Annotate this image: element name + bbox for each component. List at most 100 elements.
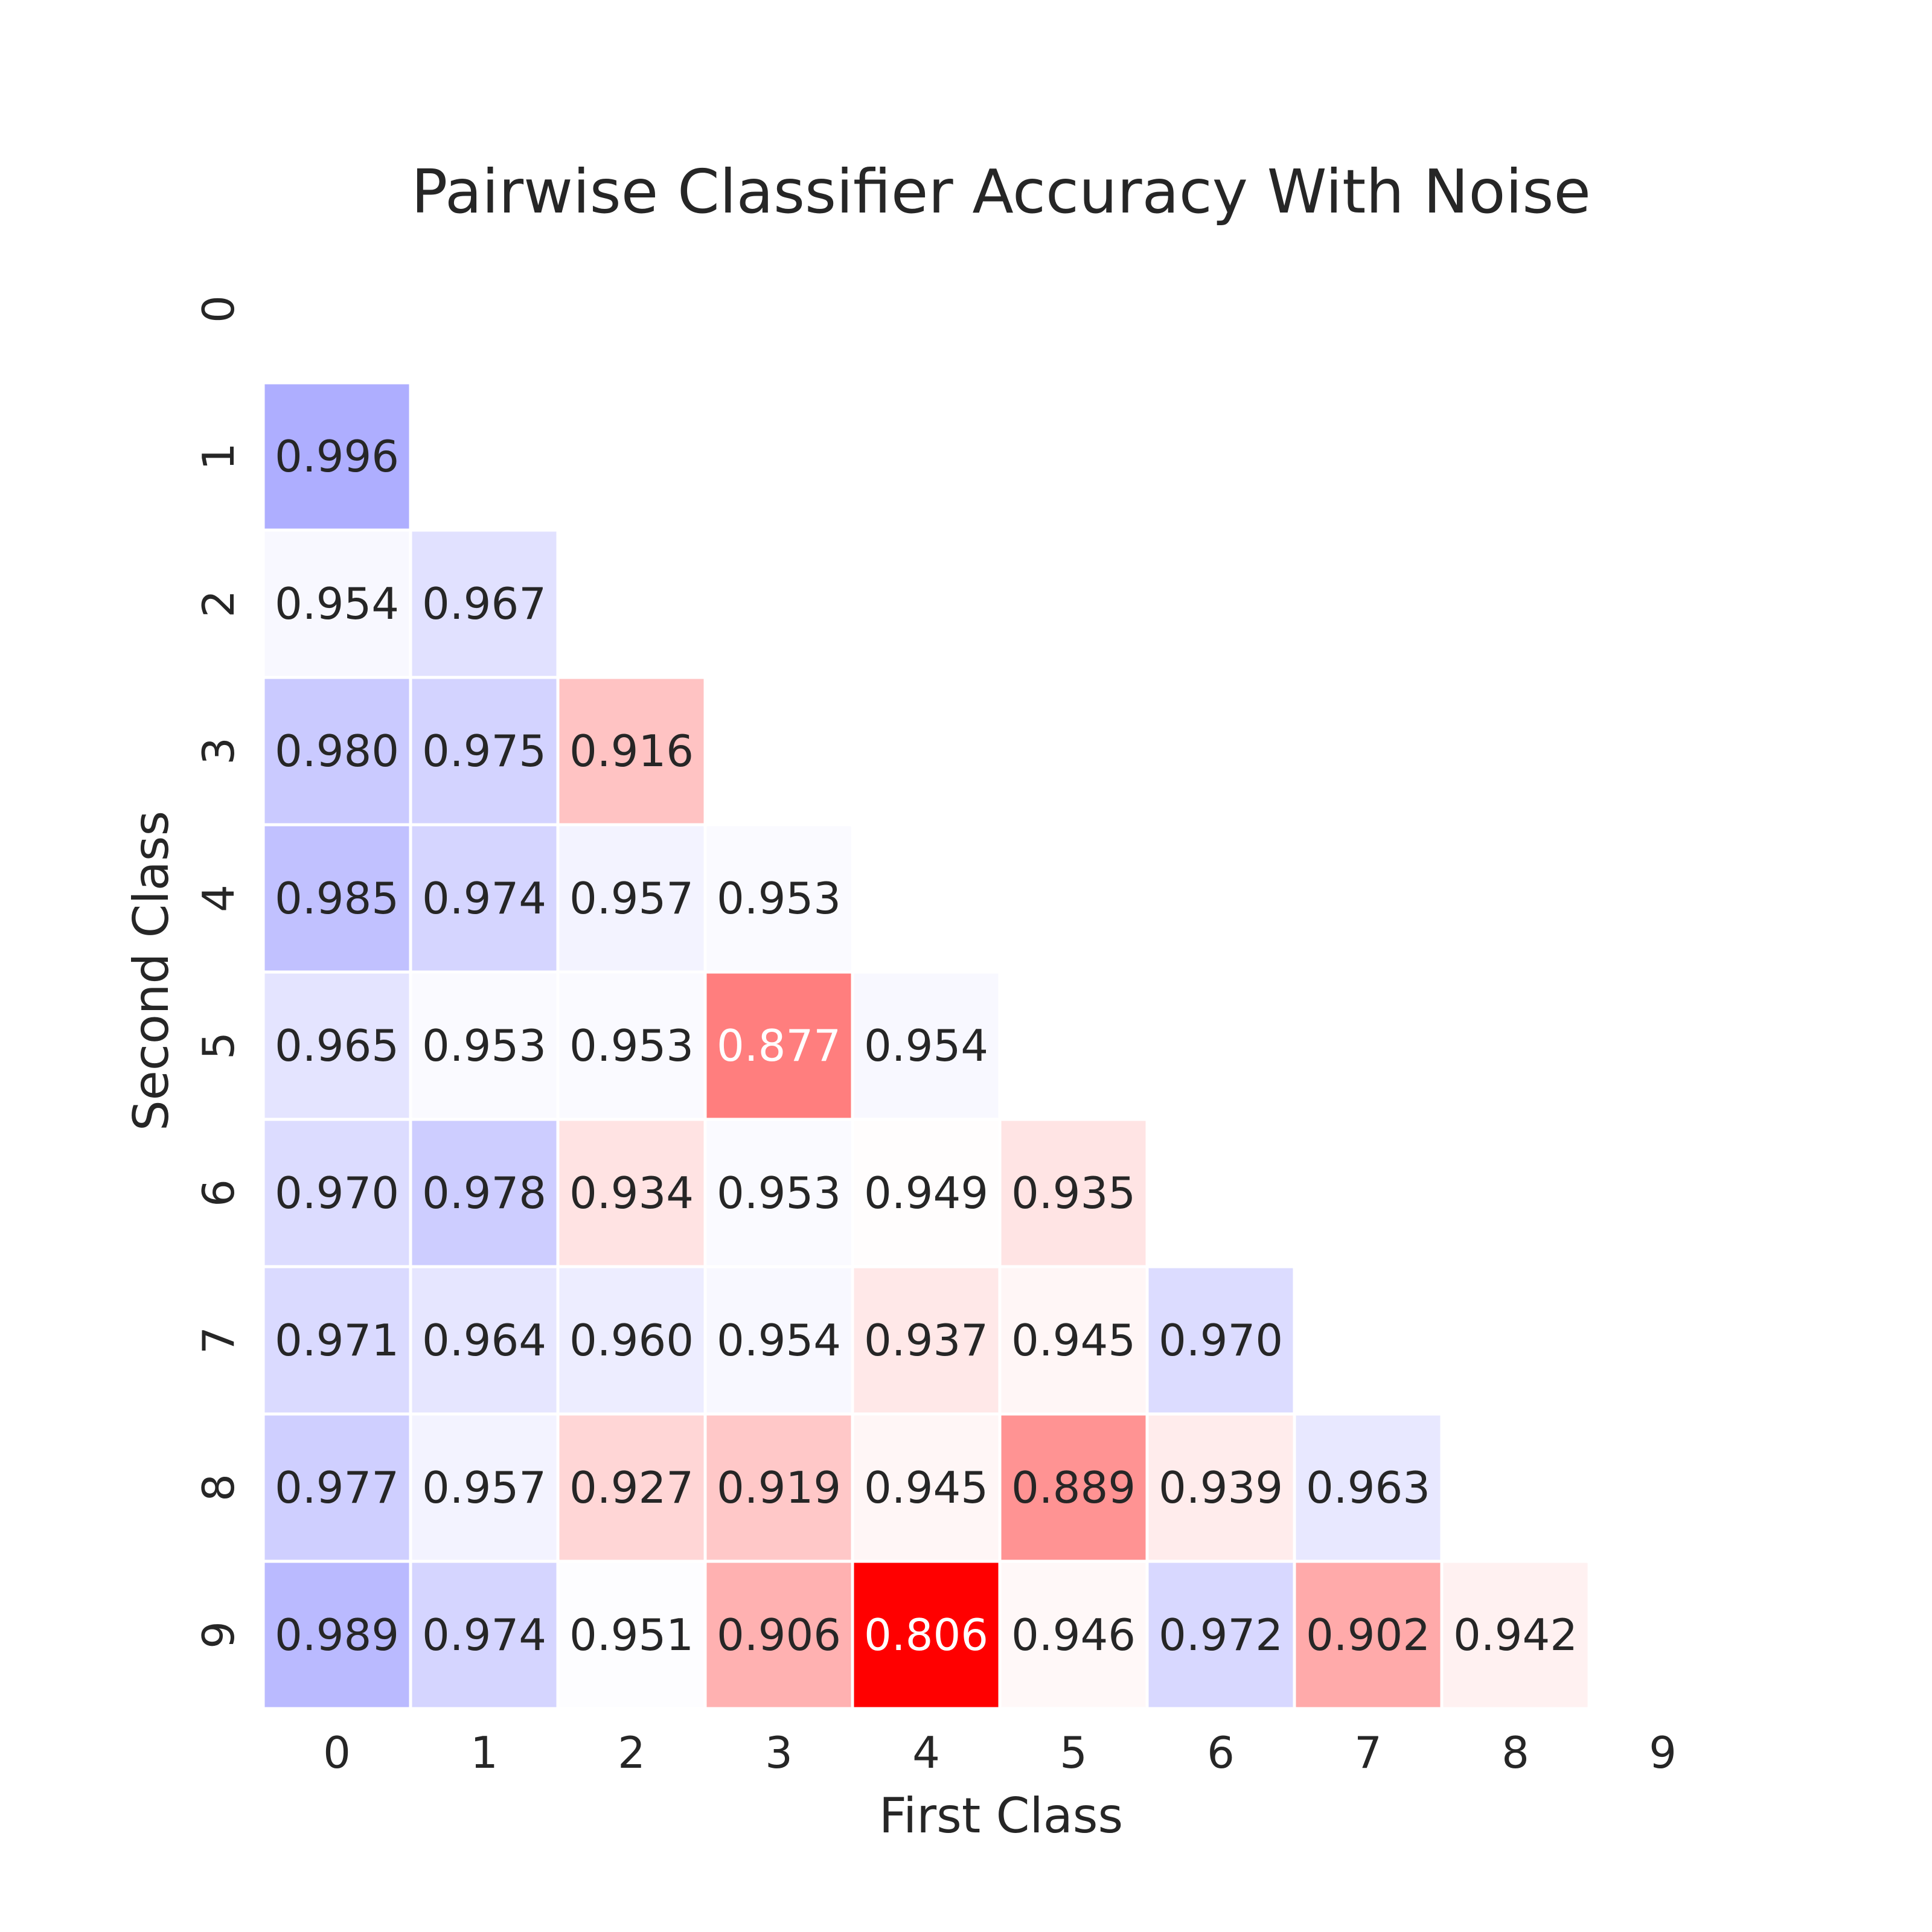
y-tick-label: 5 [193,1032,244,1060]
cell-value-label: 0.939 [1159,1462,1283,1513]
cell-value-label: 0.954 [864,1020,988,1071]
cell-value-label: 0.953 [569,1020,694,1071]
y-tick-label: 9 [193,1621,244,1649]
cell-value-label: 0.889 [1011,1462,1136,1513]
heatmap-cell-9-6 [1145,1559,1296,1710]
heatmap-cell-7-1 [409,1265,560,1416]
cell-value-label: 0.971 [275,1315,399,1366]
cell-value-label: 0.949 [864,1168,988,1218]
cell-value-label: 0.957 [422,1462,546,1513]
heatmap-cell-9-1 [409,1559,560,1710]
heatmap-cell-9-3 [703,1559,854,1710]
heatmap-cell-2-0 [261,528,412,679]
chart-title: Pairwise Classifier Accuracy With Noise [411,156,1591,227]
heatmap-cell-6-0 [261,1118,412,1268]
cell-value-label: 0.906 [717,1610,841,1660]
cell-value-label: 0.954 [717,1315,841,1366]
cell-value-label: 0.967 [422,578,546,629]
heatmap-cell-6-1 [409,1118,560,1268]
y-axis-ticks: 0 1 2 3 4 5 6 7 8 9 [193,295,244,1649]
x-tick-label: 4 [912,1727,940,1778]
cell-value-label: 0.972 [1159,1610,1283,1660]
x-tick-label: 2 [618,1727,645,1778]
y-tick-label: 7 [193,1326,244,1354]
heatmap-cell-5-1 [409,970,560,1121]
cell-value-label: 0.937 [864,1315,988,1366]
x-tick-label: 3 [765,1727,793,1778]
cell-value-label: 0.980 [275,726,399,776]
cell-value-label: 0.974 [422,873,546,924]
heatmap-cell-7-0 [261,1265,412,1416]
cell-value-label: 0.945 [864,1462,988,1513]
heatmap-cells: 0.996 0.954 0.967 0.980 0.975 0.916 0.985 0.974… [261,381,1591,1710]
cell-value-label: 0.975 [422,726,546,776]
cell-value-label: 0.960 [569,1315,694,1366]
heatmap-cell-1-0 [261,381,412,532]
y-tick-label: 1 [193,443,244,470]
heatmap-cell-3-2 [556,676,707,827]
heatmap-cell-7-5 [998,1265,1149,1416]
x-tick-label: 6 [1207,1727,1235,1778]
heatmap-cell-9-2 [556,1559,707,1710]
heatmap-cell-9-0 [261,1559,412,1710]
cell-value-label: 0.946 [1011,1610,1136,1660]
x-tick-label: 7 [1354,1727,1382,1778]
cell-value-label: 0.942 [1453,1610,1578,1660]
heatmap-cell-6-3 [703,1118,854,1268]
cell-value-label: 0.916 [569,726,694,776]
cell-value-label: 0.977 [275,1462,399,1513]
cell-value-label: 0.935 [1011,1168,1136,1218]
heatmap-cell-6-2 [556,1118,707,1268]
y-tick-label: 0 [193,295,244,323]
cell-value-label: 0.957 [569,873,694,924]
cell-value-label: 0.877 [717,1020,841,1071]
cell-value-label: 0.970 [275,1168,399,1218]
x-tick-label: 5 [1060,1727,1087,1778]
cell-value-label: 0.945 [1011,1315,1136,1366]
cell-value-label: 0.934 [569,1168,694,1218]
heatmap-cell-4-1 [409,823,560,974]
cell-value-label: 0.953 [422,1020,546,1071]
cell-value-label: 0.978 [422,1168,546,1218]
y-tick-label: 6 [193,1179,244,1207]
cell-value-label: 0.806 [864,1610,988,1660]
x-tick-label: 1 [470,1727,498,1778]
heatmap-cell-4-3 [703,823,854,974]
x-tick-label: 8 [1502,1727,1529,1778]
cell-value-label: 0.989 [275,1610,399,1660]
heatmap-cell-6-4 [851,1118,1002,1268]
heatmap-cell-8-7 [1293,1412,1444,1563]
y-axis-title: Second Class [123,811,179,1131]
cell-value-label: 0.927 [569,1462,694,1513]
y-tick-label: 3 [193,737,244,765]
cell-value-label: 0.951 [569,1610,694,1660]
heatmap-cell-8-0 [261,1412,412,1563]
x-tick-label: 9 [1649,1727,1677,1778]
heatmap-cell-5-3 [703,970,854,1121]
y-tick-label: 2 [193,590,244,618]
cell-value-label: 0.953 [717,1168,841,1218]
x-tick-label: 0 [323,1727,351,1778]
x-axis-ticks: 0 1 2 3 4 5 6 7 8 9 [323,1727,1677,1778]
cell-value-label: 0.963 [1306,1462,1430,1513]
cell-value-label: 0.985 [275,873,399,924]
heatmap-cell-6-5 [998,1118,1149,1268]
heatmap-cell-9-8 [1440,1559,1591,1710]
cell-value-label: 0.974 [422,1610,546,1660]
heatmap-cell-2-1 [409,528,560,679]
heatmap-cell-8-2 [556,1412,707,1563]
x-axis-title: First Class [879,1788,1123,1844]
cell-value-label: 0.965 [275,1020,399,1071]
cell-value-label: 0.954 [275,578,399,629]
cell-value-label: 0.919 [717,1462,841,1513]
y-tick-label: 8 [193,1474,244,1502]
heatmap-cell-7-6 [1145,1265,1296,1416]
y-tick-label: 4 [193,884,244,912]
cell-value-label: 0.953 [717,873,841,924]
cell-value-label: 0.902 [1306,1610,1430,1660]
cell-value-label: 0.996 [275,431,399,482]
cell-value-label: 0.964 [422,1315,546,1366]
heatmap-cell-9-5 [998,1559,1149,1710]
heatmap-cell-9-4 [851,1559,1002,1710]
